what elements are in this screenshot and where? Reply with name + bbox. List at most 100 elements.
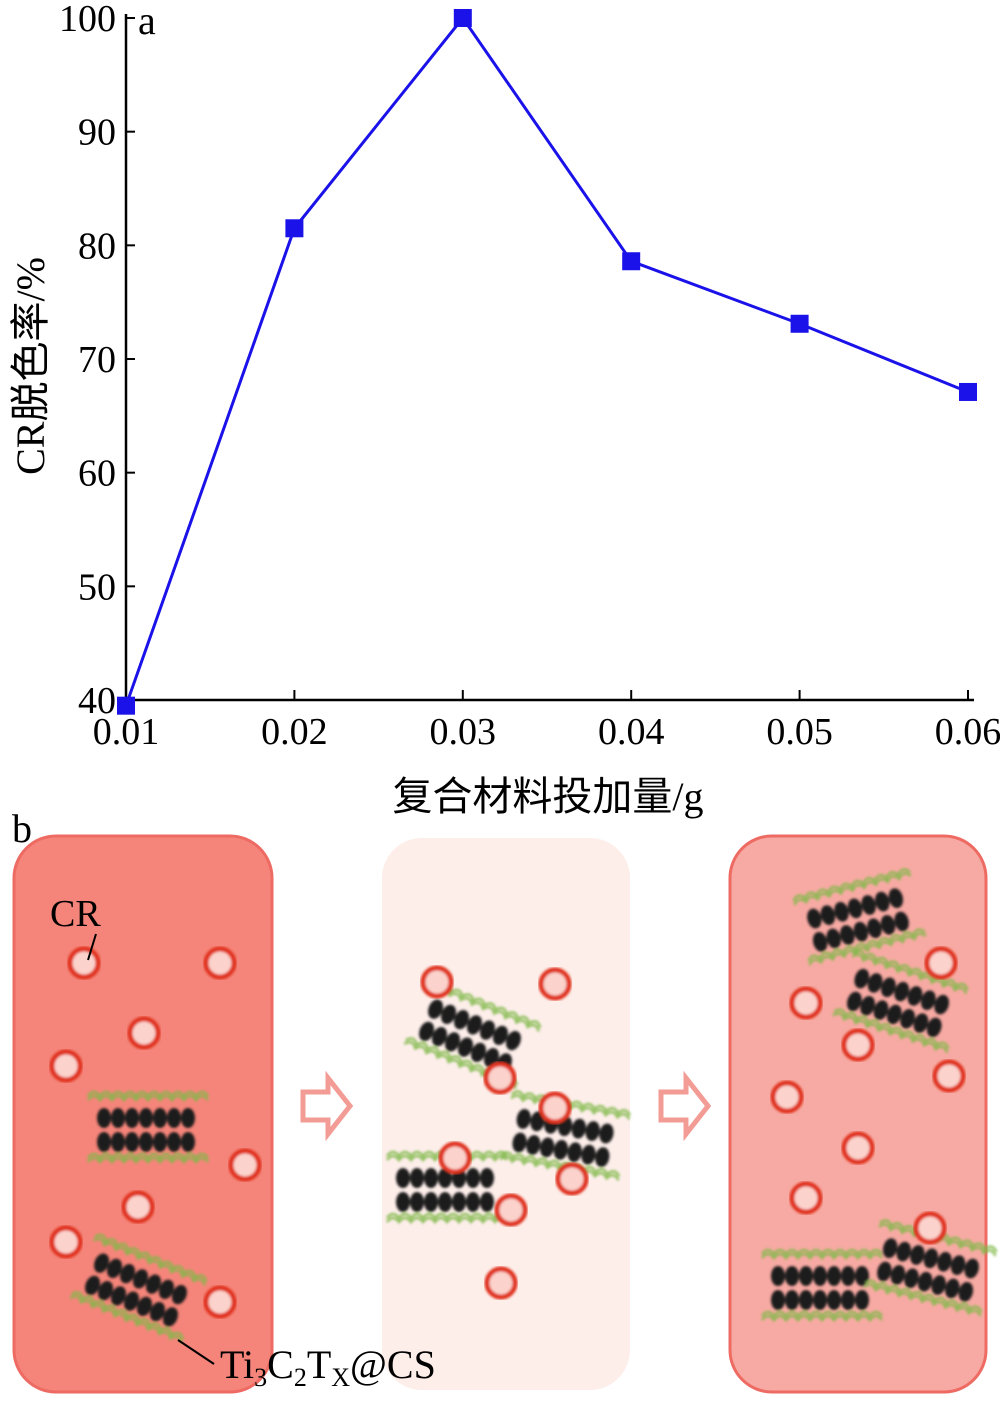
composite-particle bbox=[832, 949, 969, 1054]
nanosheet-bead bbox=[875, 891, 890, 912]
nanosheet-bead bbox=[881, 977, 896, 998]
polymer-strand bbox=[793, 872, 912, 906]
polymer-strand bbox=[386, 1212, 508, 1221]
nanosheet-bead bbox=[153, 1108, 167, 1128]
polymer-strand bbox=[87, 1094, 209, 1103]
nanosheet-bead bbox=[492, 1025, 508, 1045]
y-tick-label: 80 bbox=[78, 225, 116, 267]
nanosheet-bead bbox=[466, 1168, 480, 1188]
nanosheet-bead bbox=[526, 1135, 541, 1155]
nanosheet-bead bbox=[896, 1241, 911, 1262]
polymer-strand bbox=[832, 1012, 949, 1054]
nanosheet-bead bbox=[595, 1147, 610, 1168]
nanosheet-bead bbox=[98, 1281, 114, 1301]
y-axis-title: CR脱色率/% bbox=[8, 257, 53, 475]
composite-label-ti: Ti bbox=[220, 1342, 254, 1387]
nanosheet-bead bbox=[97, 1132, 111, 1152]
cr-dye-molecule bbox=[932, 1059, 966, 1093]
y-tick-label: 100 bbox=[59, 0, 116, 40]
cr-dye-molecule bbox=[483, 1061, 517, 1095]
nanosheet-bead bbox=[826, 928, 841, 949]
polymer-strand bbox=[851, 953, 968, 995]
nanosheet-bead bbox=[910, 1245, 925, 1265]
nanosheet-bead bbox=[480, 1192, 494, 1212]
nanosheet-bead bbox=[124, 1291, 139, 1311]
nanosheet-bead bbox=[877, 1261, 892, 1282]
schematic-labels: CR Ti3C2TX@CS bbox=[50, 893, 436, 1392]
adsorption-schematic: b CR Ti3C2TX@CS bbox=[12, 806, 998, 1394]
nanosheet-bead bbox=[904, 1268, 919, 1289]
nanosheet-bead bbox=[445, 1032, 461, 1052]
nanosheet-bead bbox=[840, 925, 855, 945]
nanosheet-bead bbox=[441, 1004, 457, 1025]
cr-pointer-line bbox=[87, 933, 97, 961]
nanosheet-bead bbox=[820, 905, 836, 925]
cr-dye-molecule bbox=[67, 946, 101, 980]
x-tick-label: 0.03 bbox=[430, 711, 497, 753]
polymer-strand bbox=[92, 1237, 206, 1286]
process-arrow-1 bbox=[300, 1070, 354, 1142]
nanosheet-bead bbox=[771, 1290, 785, 1310]
cr-dye-molecule bbox=[438, 1141, 472, 1175]
panel-label-b: b bbox=[12, 806, 32, 851]
nanosheet-bead bbox=[812, 931, 828, 952]
polymer-strand bbox=[761, 1248, 883, 1257]
nanosheet-bead bbox=[480, 1168, 494, 1188]
polymer-strand bbox=[761, 1314, 883, 1323]
x-tick-label: 0.06 bbox=[935, 711, 1000, 753]
nanosheet-bead bbox=[880, 915, 896, 935]
nanosheet-bead bbox=[847, 898, 863, 919]
nanosheet-bead bbox=[890, 1265, 906, 1285]
nanosheet-bead bbox=[111, 1286, 127, 1306]
nanosheet-bead bbox=[907, 986, 923, 1006]
cr-dye-molecule bbox=[789, 1181, 823, 1215]
nanosheet-bead bbox=[454, 1009, 470, 1030]
nanosheet-bead bbox=[867, 918, 882, 939]
polymer-strand bbox=[808, 932, 927, 966]
composite-label-sub-x: X bbox=[331, 1363, 350, 1392]
nanosheet-bead bbox=[516, 1108, 531, 1129]
y-tick-label: 90 bbox=[78, 112, 116, 154]
nanosheet-bead bbox=[145, 1274, 161, 1294]
nanosheet-bead bbox=[799, 1266, 813, 1286]
cr-dye-molecule bbox=[49, 1225, 83, 1259]
polymer-strand bbox=[852, 949, 969, 991]
nanosheet-bead bbox=[841, 1290, 855, 1310]
process-arrow-2 bbox=[658, 1070, 712, 1142]
composite-particle bbox=[87, 1090, 209, 1165]
nanosheet-bead bbox=[125, 1132, 139, 1152]
nanosheet-bead bbox=[923, 1248, 939, 1269]
nanosheet-bead bbox=[158, 1279, 174, 1299]
nanosheet-bead bbox=[585, 1121, 600, 1141]
data-point-marker bbox=[959, 382, 977, 401]
nanosheet-bead bbox=[512, 1132, 527, 1153]
composite-label-sub-2: 2 bbox=[294, 1363, 307, 1392]
x-tick-label: 0.04 bbox=[598, 711, 665, 753]
nanosheet-bead bbox=[841, 1266, 855, 1286]
data-point-marker bbox=[453, 9, 472, 27]
polymer-strand bbox=[87, 1090, 209, 1099]
nanosheet-bead bbox=[424, 1192, 438, 1212]
cr-dye-molecule bbox=[228, 1148, 262, 1182]
nanosheet-bead bbox=[571, 1118, 586, 1139]
composite-label-c: C bbox=[267, 1342, 294, 1387]
nanosheet-bead bbox=[771, 1266, 785, 1286]
cr-dye-molecule bbox=[770, 1080, 804, 1114]
polymer-strand bbox=[87, 1152, 209, 1161]
cr-dye-molecule bbox=[841, 1131, 875, 1165]
nanosheet-bead bbox=[888, 888, 904, 909]
nanosheet-bead bbox=[920, 990, 936, 1010]
process-arrows bbox=[300, 1070, 712, 1142]
nanosheet-bead bbox=[167, 1132, 181, 1152]
nanosheet-bead bbox=[149, 1301, 165, 1322]
nanosheet-bead bbox=[505, 1030, 521, 1051]
nanosheet-bead bbox=[913, 1013, 929, 1033]
nanosheet-bead bbox=[847, 991, 862, 1012]
composite-particle bbox=[69, 1233, 208, 1344]
polymer-strand bbox=[863, 1283, 982, 1317]
nanosheet-bead bbox=[934, 994, 949, 1015]
nanosheet-bead bbox=[111, 1132, 125, 1152]
x-axis-ticks: 0.01 0.02 0.03 0.04 0.05 0.06 bbox=[93, 690, 1000, 753]
nanosheet-bead bbox=[133, 1269, 148, 1289]
